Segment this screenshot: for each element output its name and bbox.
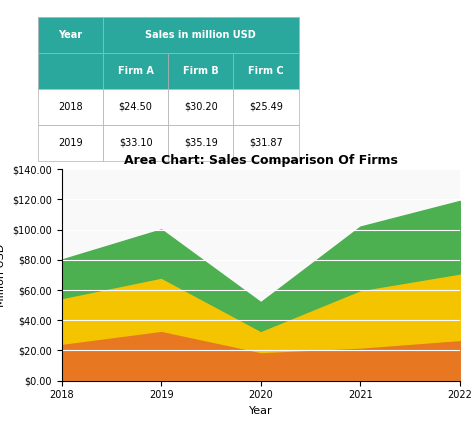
Bar — [168, 89, 233, 125]
Text: 2018: 2018 — [58, 102, 83, 112]
Text: $25.49: $25.49 — [249, 102, 283, 112]
Bar — [38, 53, 103, 89]
Text: Firm A: Firm A — [118, 66, 154, 76]
Text: Firm B: Firm B — [183, 66, 219, 76]
Bar — [168, 125, 233, 161]
Text: Sales in million USD: Sales in million USD — [146, 30, 256, 40]
Y-axis label: Million USD: Million USD — [0, 243, 7, 307]
Text: $35.19: $35.19 — [184, 138, 218, 148]
Bar — [38, 89, 103, 125]
Bar — [168, 53, 233, 89]
Text: $24.50: $24.50 — [119, 102, 153, 112]
Title: Area Chart: Sales Comparison Of Firms: Area Chart: Sales Comparison Of Firms — [124, 154, 398, 167]
Text: Year: Year — [58, 30, 82, 40]
Bar — [233, 125, 299, 161]
Bar — [38, 17, 103, 53]
Bar — [233, 89, 299, 125]
Bar — [103, 17, 299, 53]
Text: $30.20: $30.20 — [184, 102, 218, 112]
X-axis label: Year: Year — [249, 406, 273, 416]
Text: Firm C: Firm C — [248, 66, 284, 76]
Text: 2019: 2019 — [58, 138, 83, 148]
Bar — [103, 125, 168, 161]
Text: $33.10: $33.10 — [119, 138, 153, 148]
Text: $31.87: $31.87 — [249, 138, 283, 148]
Bar — [38, 125, 103, 161]
Bar — [233, 53, 299, 89]
Bar — [103, 89, 168, 125]
Bar — [103, 53, 168, 89]
